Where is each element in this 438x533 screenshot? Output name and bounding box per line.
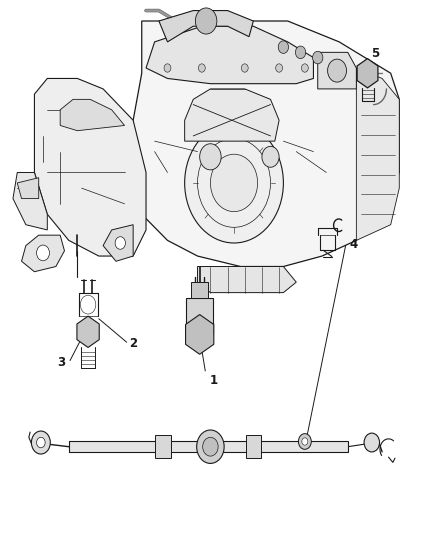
Circle shape: [302, 438, 308, 445]
Circle shape: [198, 64, 205, 72]
Circle shape: [195, 8, 217, 34]
Circle shape: [210, 154, 258, 212]
Polygon shape: [186, 314, 214, 354]
Polygon shape: [186, 298, 213, 334]
Circle shape: [164, 64, 171, 72]
Circle shape: [298, 434, 311, 449]
Polygon shape: [21, 235, 64, 272]
Polygon shape: [17, 177, 39, 199]
Text: 2: 2: [129, 337, 137, 350]
Text: 3: 3: [58, 356, 66, 369]
Polygon shape: [146, 26, 314, 84]
Circle shape: [301, 64, 308, 72]
Circle shape: [364, 433, 380, 452]
Circle shape: [241, 64, 248, 72]
Circle shape: [276, 64, 283, 72]
Text: 5: 5: [371, 47, 379, 60]
Circle shape: [328, 59, 346, 82]
Polygon shape: [185, 89, 279, 141]
Circle shape: [278, 41, 289, 53]
Polygon shape: [133, 21, 399, 266]
Text: 4: 4: [350, 238, 358, 251]
Polygon shape: [60, 99, 124, 131]
Circle shape: [32, 431, 50, 454]
Circle shape: [185, 123, 283, 243]
Circle shape: [37, 437, 45, 448]
Polygon shape: [357, 59, 378, 88]
Polygon shape: [35, 78, 146, 256]
Circle shape: [313, 51, 323, 64]
Bar: [155, 435, 171, 458]
Polygon shape: [318, 52, 357, 89]
Circle shape: [295, 46, 306, 59]
Polygon shape: [103, 225, 133, 261]
Polygon shape: [198, 266, 296, 293]
Polygon shape: [357, 68, 399, 240]
Circle shape: [36, 245, 49, 261]
Polygon shape: [13, 173, 47, 230]
Bar: [246, 435, 261, 458]
Polygon shape: [77, 316, 99, 348]
Text: 1: 1: [209, 374, 218, 386]
Circle shape: [203, 437, 218, 456]
Polygon shape: [159, 11, 253, 42]
Circle shape: [115, 237, 125, 249]
Circle shape: [197, 430, 224, 463]
Circle shape: [200, 144, 221, 170]
Bar: [69, 441, 348, 452]
Circle shape: [262, 147, 279, 167]
Bar: [191, 282, 208, 298]
